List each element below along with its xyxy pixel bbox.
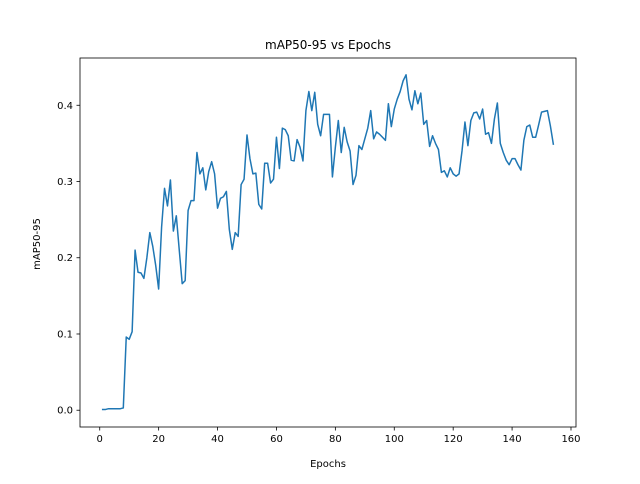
y-tick-label: 0.1 bbox=[57, 329, 73, 340]
y-tick-label: 0.2 bbox=[57, 253, 73, 264]
x-tick-label: 100 bbox=[385, 434, 404, 445]
x-tick-label: 0 bbox=[97, 434, 103, 445]
x-tick-label: 20 bbox=[152, 434, 165, 445]
x-tick-label: 60 bbox=[270, 434, 283, 445]
y-tick-label: 0.3 bbox=[57, 177, 73, 188]
x-tick-label: 80 bbox=[329, 434, 342, 445]
y-axis: 0.0 0.1 0.2 0.3 0.4 bbox=[57, 101, 80, 417]
y-tick-label: 0.4 bbox=[57, 101, 73, 112]
x-tick-label: 140 bbox=[503, 434, 522, 445]
y-axis-label: mAP50-95 bbox=[32, 218, 43, 270]
axes-frame bbox=[79, 57, 577, 428]
x-axis-label: Epochs bbox=[310, 459, 346, 470]
x-axis: 0 20 40 60 80 100 120 140 160 bbox=[97, 427, 581, 445]
chart-title: mAP50-95 vs Epochs bbox=[265, 38, 391, 52]
x-tick-label: 160 bbox=[561, 434, 580, 445]
plot-area bbox=[79, 57, 577, 428]
x-tick-label: 120 bbox=[444, 434, 463, 445]
x-tick-label: 40 bbox=[211, 434, 224, 445]
y-tick-label: 0.0 bbox=[57, 406, 73, 417]
series-line-0 bbox=[101, 74, 555, 411]
